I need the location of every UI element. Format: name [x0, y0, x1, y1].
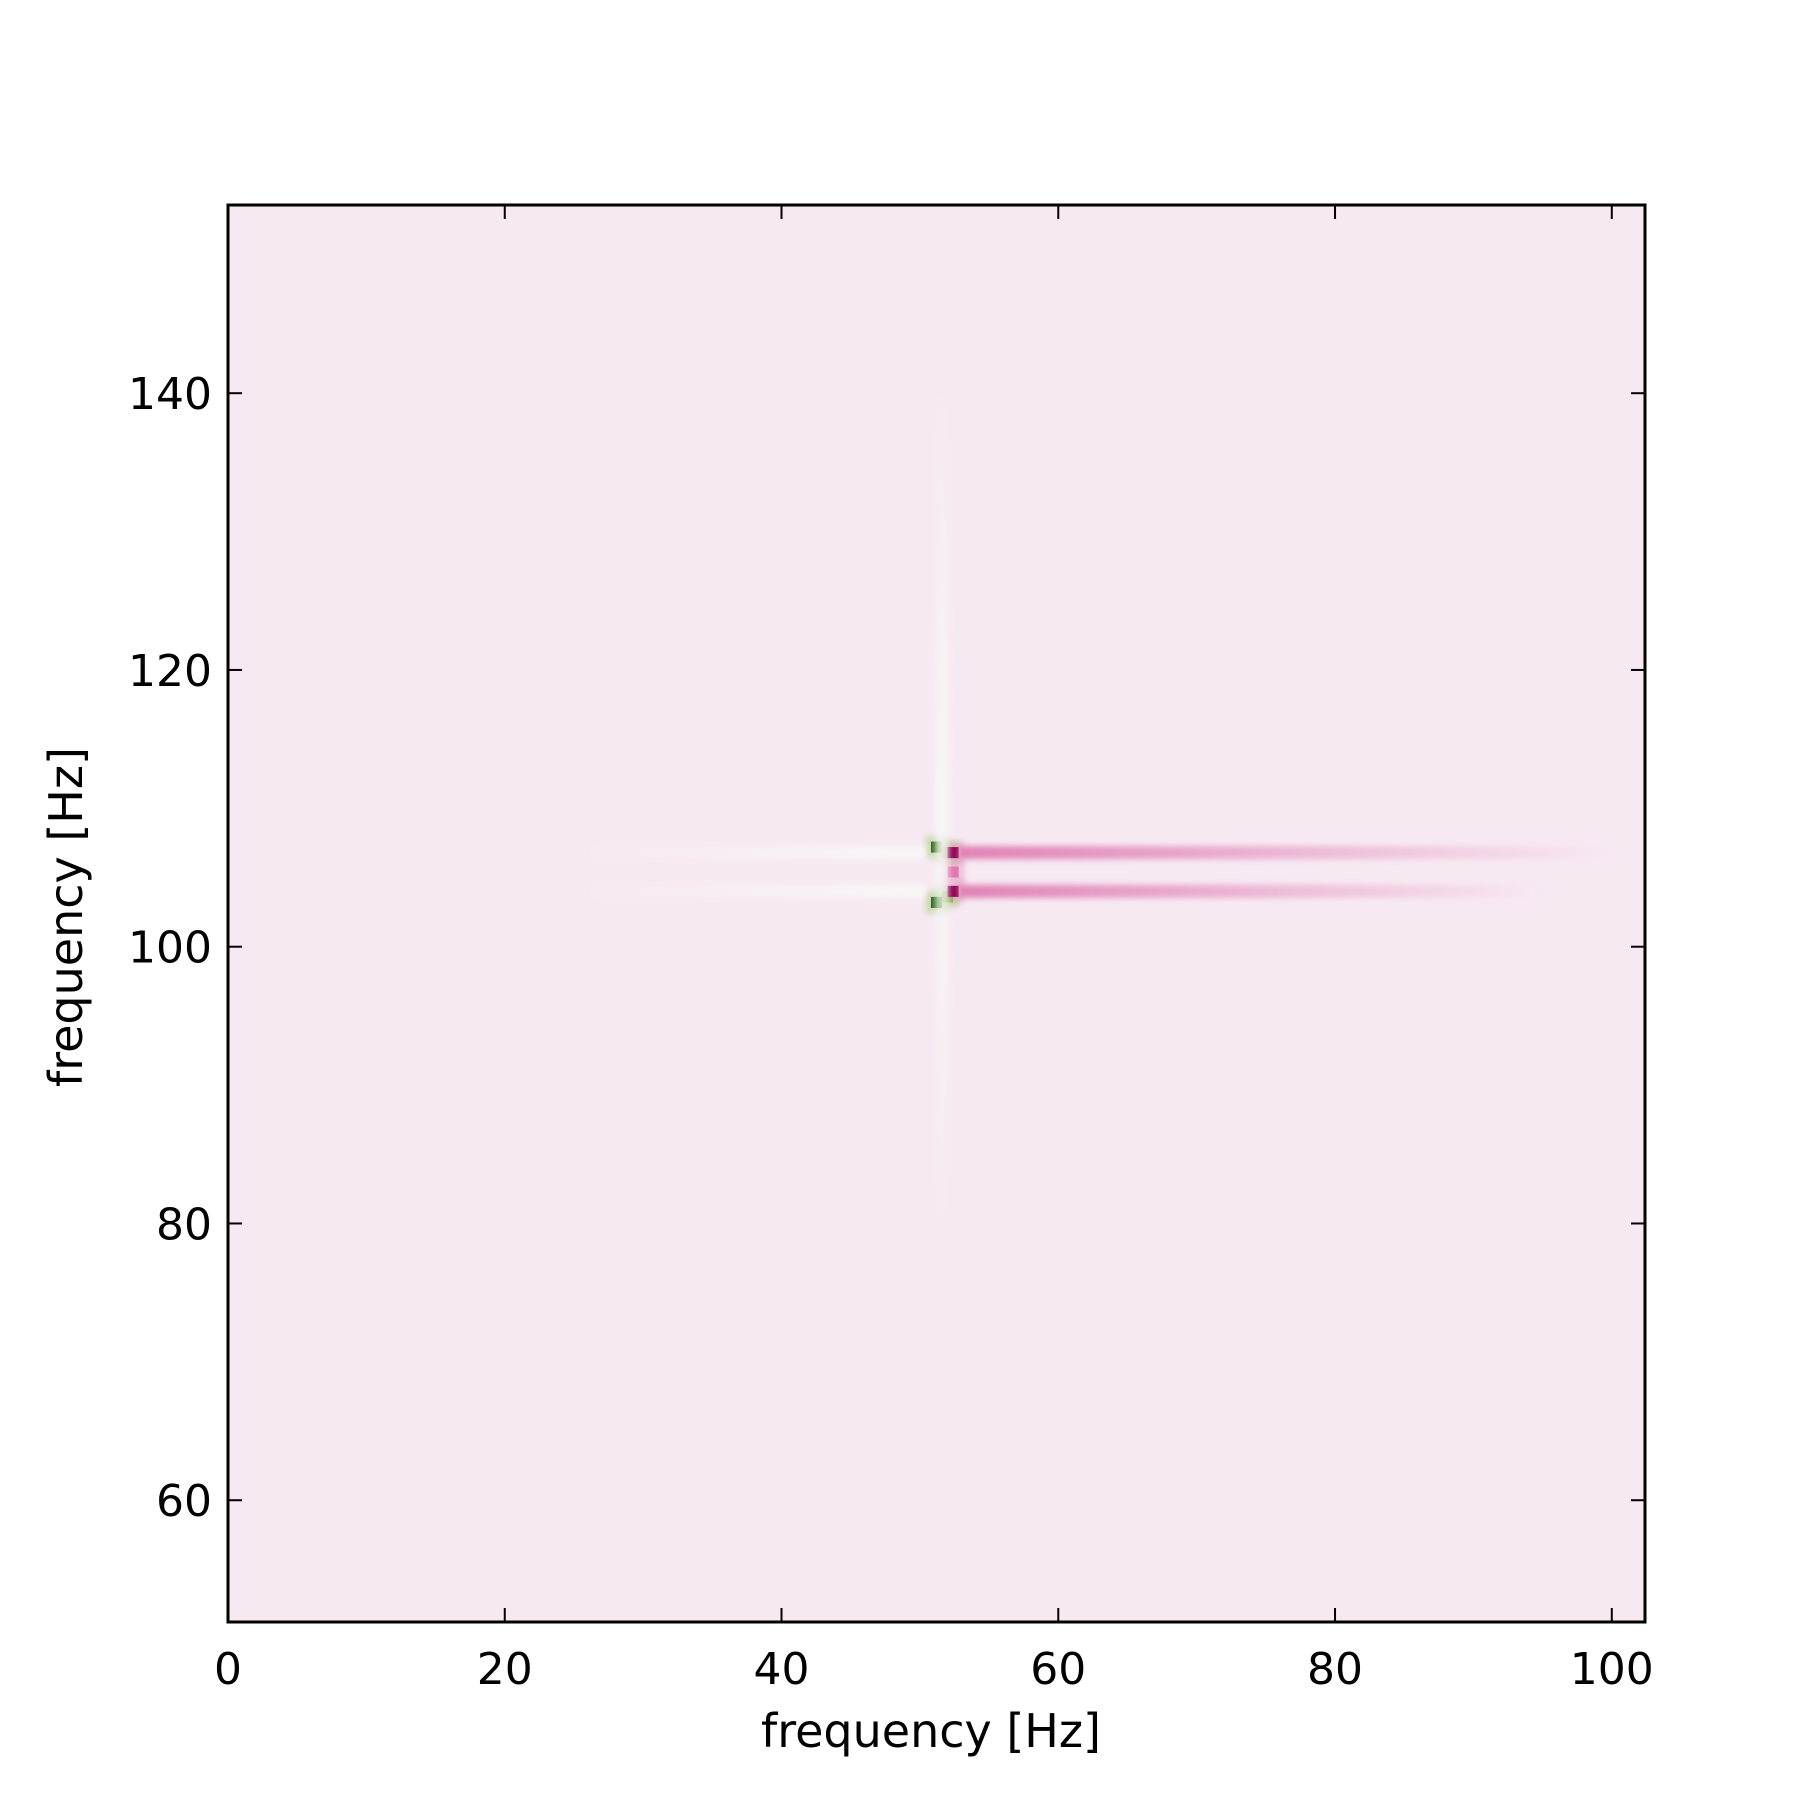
y-axis-ticks: 60 80 100 120 140 — [128, 369, 1645, 1527]
plot-area — [226, 203, 1647, 1624]
heatmap-vertical-streak — [935, 393, 949, 1224]
x-tick-label: 20 — [477, 1644, 533, 1695]
x-tick-label: 80 — [1307, 1644, 1363, 1695]
heatmap-streak — [573, 884, 926, 899]
y-tick-label: 80 — [156, 1199, 212, 1250]
heatmap-streak — [573, 845, 926, 860]
y-tick-label: 140 — [128, 369, 212, 420]
x-axis-label: frequency [Hz] — [761, 1704, 1101, 1758]
heatmap-streak — [958, 884, 1543, 899]
y-tick-label: 60 — [156, 1476, 212, 1527]
heatmap-trough-cell — [947, 866, 959, 878]
y-axis-label: frequency [Hz] — [39, 747, 93, 1087]
x-tick-label: 60 — [1030, 1644, 1086, 1695]
heatmap-trough-cell — [947, 847, 959, 859]
heatmap-streak — [958, 845, 1612, 860]
x-tick-label: 0 — [214, 1644, 242, 1695]
x-tick-label: 40 — [754, 1644, 810, 1695]
y-tick-label: 120 — [128, 646, 212, 697]
x-tick-label: 100 — [1570, 1644, 1654, 1695]
y-tick-label: 100 — [128, 923, 212, 974]
heatmap-trough-cell — [947, 885, 959, 897]
x-axis-ticks: 0 20 40 60 80 100 — [214, 205, 1654, 1695]
plot-frame — [226, 203, 1647, 1624]
